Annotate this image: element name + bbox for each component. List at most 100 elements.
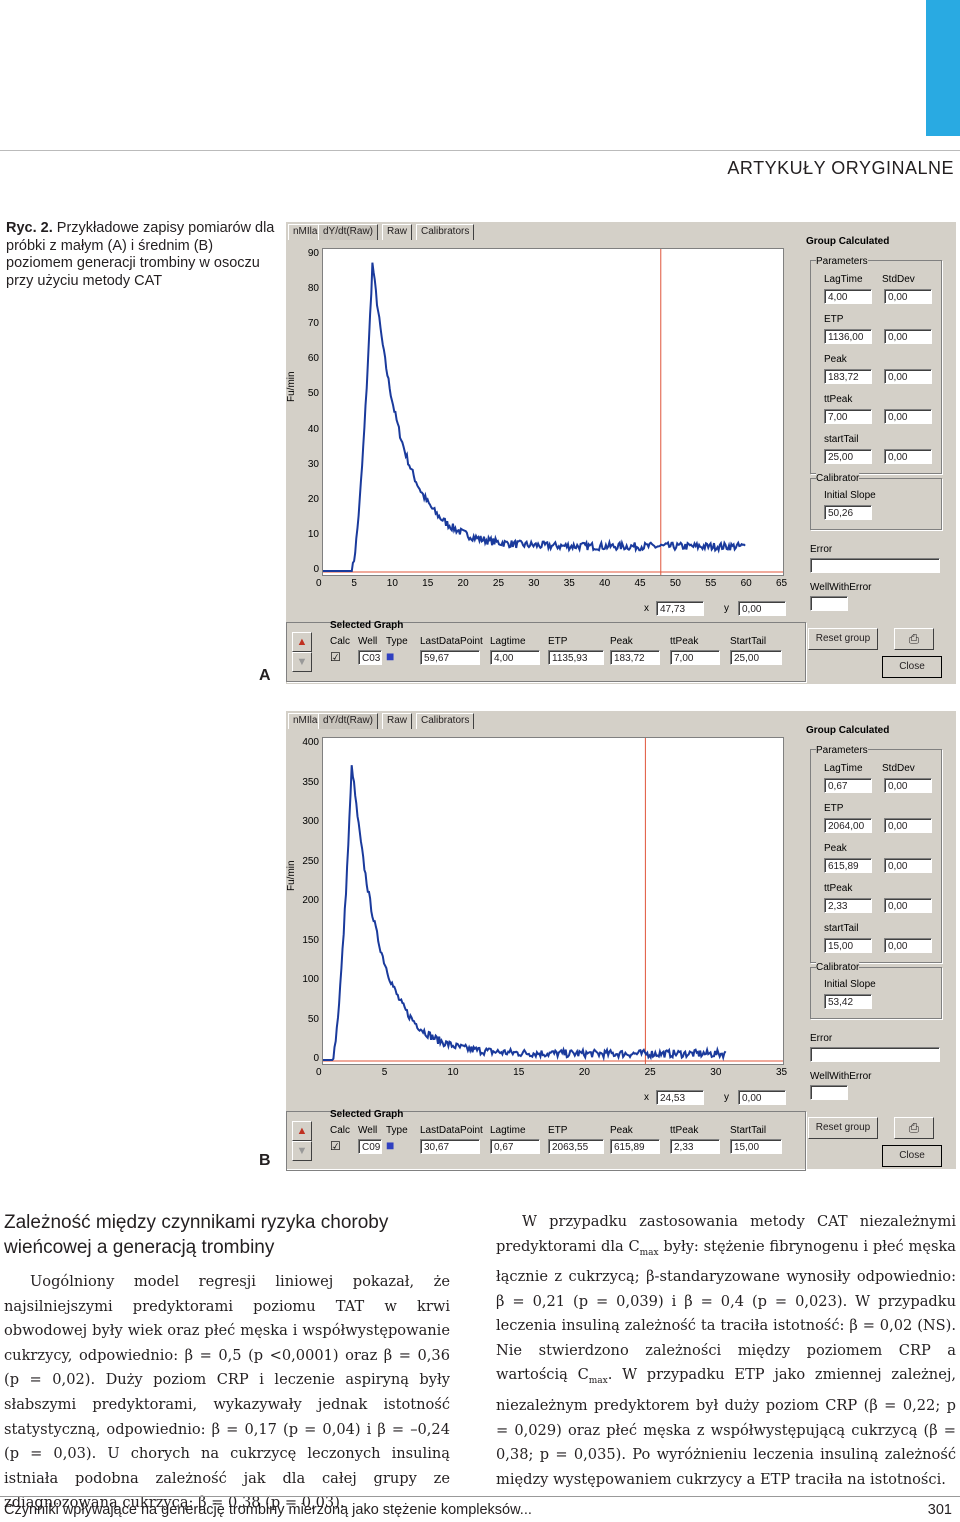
initial-slope-field[interactable]: 53,42 xyxy=(824,994,872,1009)
starttail-field[interactable]: 25,00 xyxy=(730,650,782,665)
peak-field[interactable]: 615,89 xyxy=(610,1139,660,1154)
selected-graph-header: StartTail xyxy=(730,636,767,647)
tab-3[interactable]: Calibrators xyxy=(416,713,475,729)
lastdatapoint-field[interactable]: 30,67 xyxy=(420,1139,480,1154)
parameters-title: Parameters xyxy=(816,256,868,267)
selected-graph-group xyxy=(286,1111,806,1171)
up-arrow-button[interactable]: ▲ xyxy=(292,1121,312,1141)
tab-2[interactable]: Raw xyxy=(382,713,413,729)
cursor-x-field[interactable]: 24,53 xyxy=(656,1090,704,1105)
y-tick-label: 40 xyxy=(307,423,319,435)
selected-graph-header: ETP xyxy=(548,1125,568,1136)
param-value-field[interactable]: 1136,00 xyxy=(824,329,872,344)
stddev-label: StdDev xyxy=(882,763,915,774)
param-value-field[interactable]: 183,72 xyxy=(824,369,872,384)
x-tick-label: 30 xyxy=(710,1067,722,1078)
etp-field[interactable]: 2063,55 xyxy=(548,1139,604,1154)
param-value-field[interactable]: 7,00 xyxy=(824,409,872,424)
param-sd-field[interactable]: 0,00 xyxy=(884,369,932,384)
param-sd-field[interactable]: 0,00 xyxy=(884,938,932,953)
well-field[interactable]: C03 xyxy=(358,650,382,665)
param-value-field[interactable]: 15,00 xyxy=(824,938,872,953)
group-calculated-title: Group Calculated xyxy=(806,236,890,247)
ttpeak-field[interactable]: 2,33 xyxy=(670,1139,720,1154)
x-tick-label: 35 xyxy=(563,578,575,589)
page-number: 301 xyxy=(927,1502,952,1518)
y-tick-label: 30 xyxy=(307,458,319,470)
param-label: startTail xyxy=(824,923,859,934)
selected-graph-title: Selected Graph xyxy=(330,1109,404,1120)
param-sd-field[interactable]: 0,00 xyxy=(884,409,932,424)
tab-3[interactable]: Calibrators xyxy=(416,224,475,240)
param-value-field[interactable]: 4,00 xyxy=(824,289,872,304)
param-label: ETP xyxy=(824,803,844,814)
y-tick-label: 150 xyxy=(302,934,319,946)
param-label: LagTime xyxy=(824,763,863,774)
selected-graph-header: LastDataPoint xyxy=(420,636,483,647)
x-tick-label: 40 xyxy=(599,578,611,589)
selected-graph-header: Peak xyxy=(610,1125,633,1136)
tab-1[interactable]: dY/dt(Raw) xyxy=(318,713,379,729)
y-axis-label: Fu/min xyxy=(286,371,297,402)
param-sd-field[interactable]: 0,00 xyxy=(884,449,932,464)
param-value-field[interactable]: 2,33 xyxy=(824,898,872,913)
param-sd-field[interactable]: 0,00 xyxy=(884,858,932,873)
error-field[interactable] xyxy=(810,558,940,573)
type-swatch: ■ xyxy=(386,1137,395,1153)
reset-group-button[interactable]: Reset group xyxy=(808,1117,878,1139)
close-button[interactable]: Close xyxy=(882,656,942,678)
cursor-y-label: y xyxy=(724,603,729,614)
plot-area xyxy=(322,248,784,576)
tab-1[interactable]: dY/dt(Raw) xyxy=(318,224,379,240)
param-value-field[interactable]: 2064,00 xyxy=(824,818,872,833)
print-button[interactable]: ⎙ xyxy=(894,1117,934,1139)
selected-graph-header: StartTail xyxy=(730,1125,767,1136)
cursor-y-field[interactable]: 0,00 xyxy=(738,1090,786,1105)
y-tick-label: 70 xyxy=(307,318,319,330)
print-button[interactable]: ⎙ xyxy=(894,628,934,650)
wellwitherror-field[interactable] xyxy=(810,596,848,611)
error-field[interactable] xyxy=(810,1047,940,1062)
lagtime-field[interactable]: 4,00 xyxy=(490,650,540,665)
y-tick-label: 50 xyxy=(307,1013,319,1025)
down-arrow-button[interactable]: ▼ xyxy=(292,652,312,672)
reset-group-button[interactable]: Reset group xyxy=(808,628,878,650)
header-rule xyxy=(0,150,960,151)
lagtime-field[interactable]: 0,67 xyxy=(490,1139,540,1154)
right-column: W przypadku zastosowania metody CAT niez… xyxy=(496,1210,956,1492)
y-tick-label: 400 xyxy=(302,737,319,748)
param-sd-field[interactable]: 0,00 xyxy=(884,289,932,304)
peak-field[interactable]: 183,72 xyxy=(610,650,660,665)
param-sd-field[interactable]: 0,00 xyxy=(884,778,932,793)
y-tick-label: 60 xyxy=(307,353,319,365)
param-value-field[interactable]: 0,67 xyxy=(824,778,872,793)
starttail-field[interactable]: 15,00 xyxy=(730,1139,782,1154)
selected-graph-header: LastDataPoint xyxy=(420,1125,483,1136)
up-arrow-button[interactable]: ▲ xyxy=(292,632,312,652)
y-tick-label: 10 xyxy=(307,528,319,540)
x-tick-label: 50 xyxy=(669,578,681,589)
initial-slope-field[interactable]: 50,26 xyxy=(824,505,872,520)
param-sd-field[interactable]: 0,00 xyxy=(884,898,932,913)
well-field[interactable]: C09 xyxy=(358,1139,382,1154)
calibrator-title: Calibrator xyxy=(816,962,860,973)
lastdatapoint-field[interactable]: 59,67 xyxy=(420,650,480,665)
param-sd-field[interactable]: 0,00 xyxy=(884,329,932,344)
down-arrow-button[interactable]: ▼ xyxy=(292,1141,312,1161)
x-tick-label: 0 xyxy=(316,578,322,589)
param-value-field[interactable]: 25,00 xyxy=(824,449,872,464)
tab-2[interactable]: Raw xyxy=(382,224,413,240)
etp-field[interactable]: 1135,93 xyxy=(548,650,604,665)
param-sd-field[interactable]: 0,00 xyxy=(884,818,932,833)
close-button[interactable]: Close xyxy=(882,1145,942,1167)
section-title: Zależność między czynnikami ryzyka choro… xyxy=(4,1212,389,1258)
calc-checkbox[interactable]: ☑ xyxy=(330,1139,341,1153)
cursor-x-field[interactable]: 47,73 xyxy=(656,601,704,616)
calc-checkbox[interactable]: ☑ xyxy=(330,650,341,664)
cursor-y-label: y xyxy=(724,1092,729,1103)
ttpeak-field[interactable]: 7,00 xyxy=(670,650,720,665)
cursor-y-field[interactable]: 0,00 xyxy=(738,601,786,616)
param-value-field[interactable]: 615,89 xyxy=(824,858,872,873)
wellwitherror-field[interactable] xyxy=(810,1085,848,1100)
right-paragraph: W przypadku zastosowania metody CAT niez… xyxy=(496,1213,957,1488)
